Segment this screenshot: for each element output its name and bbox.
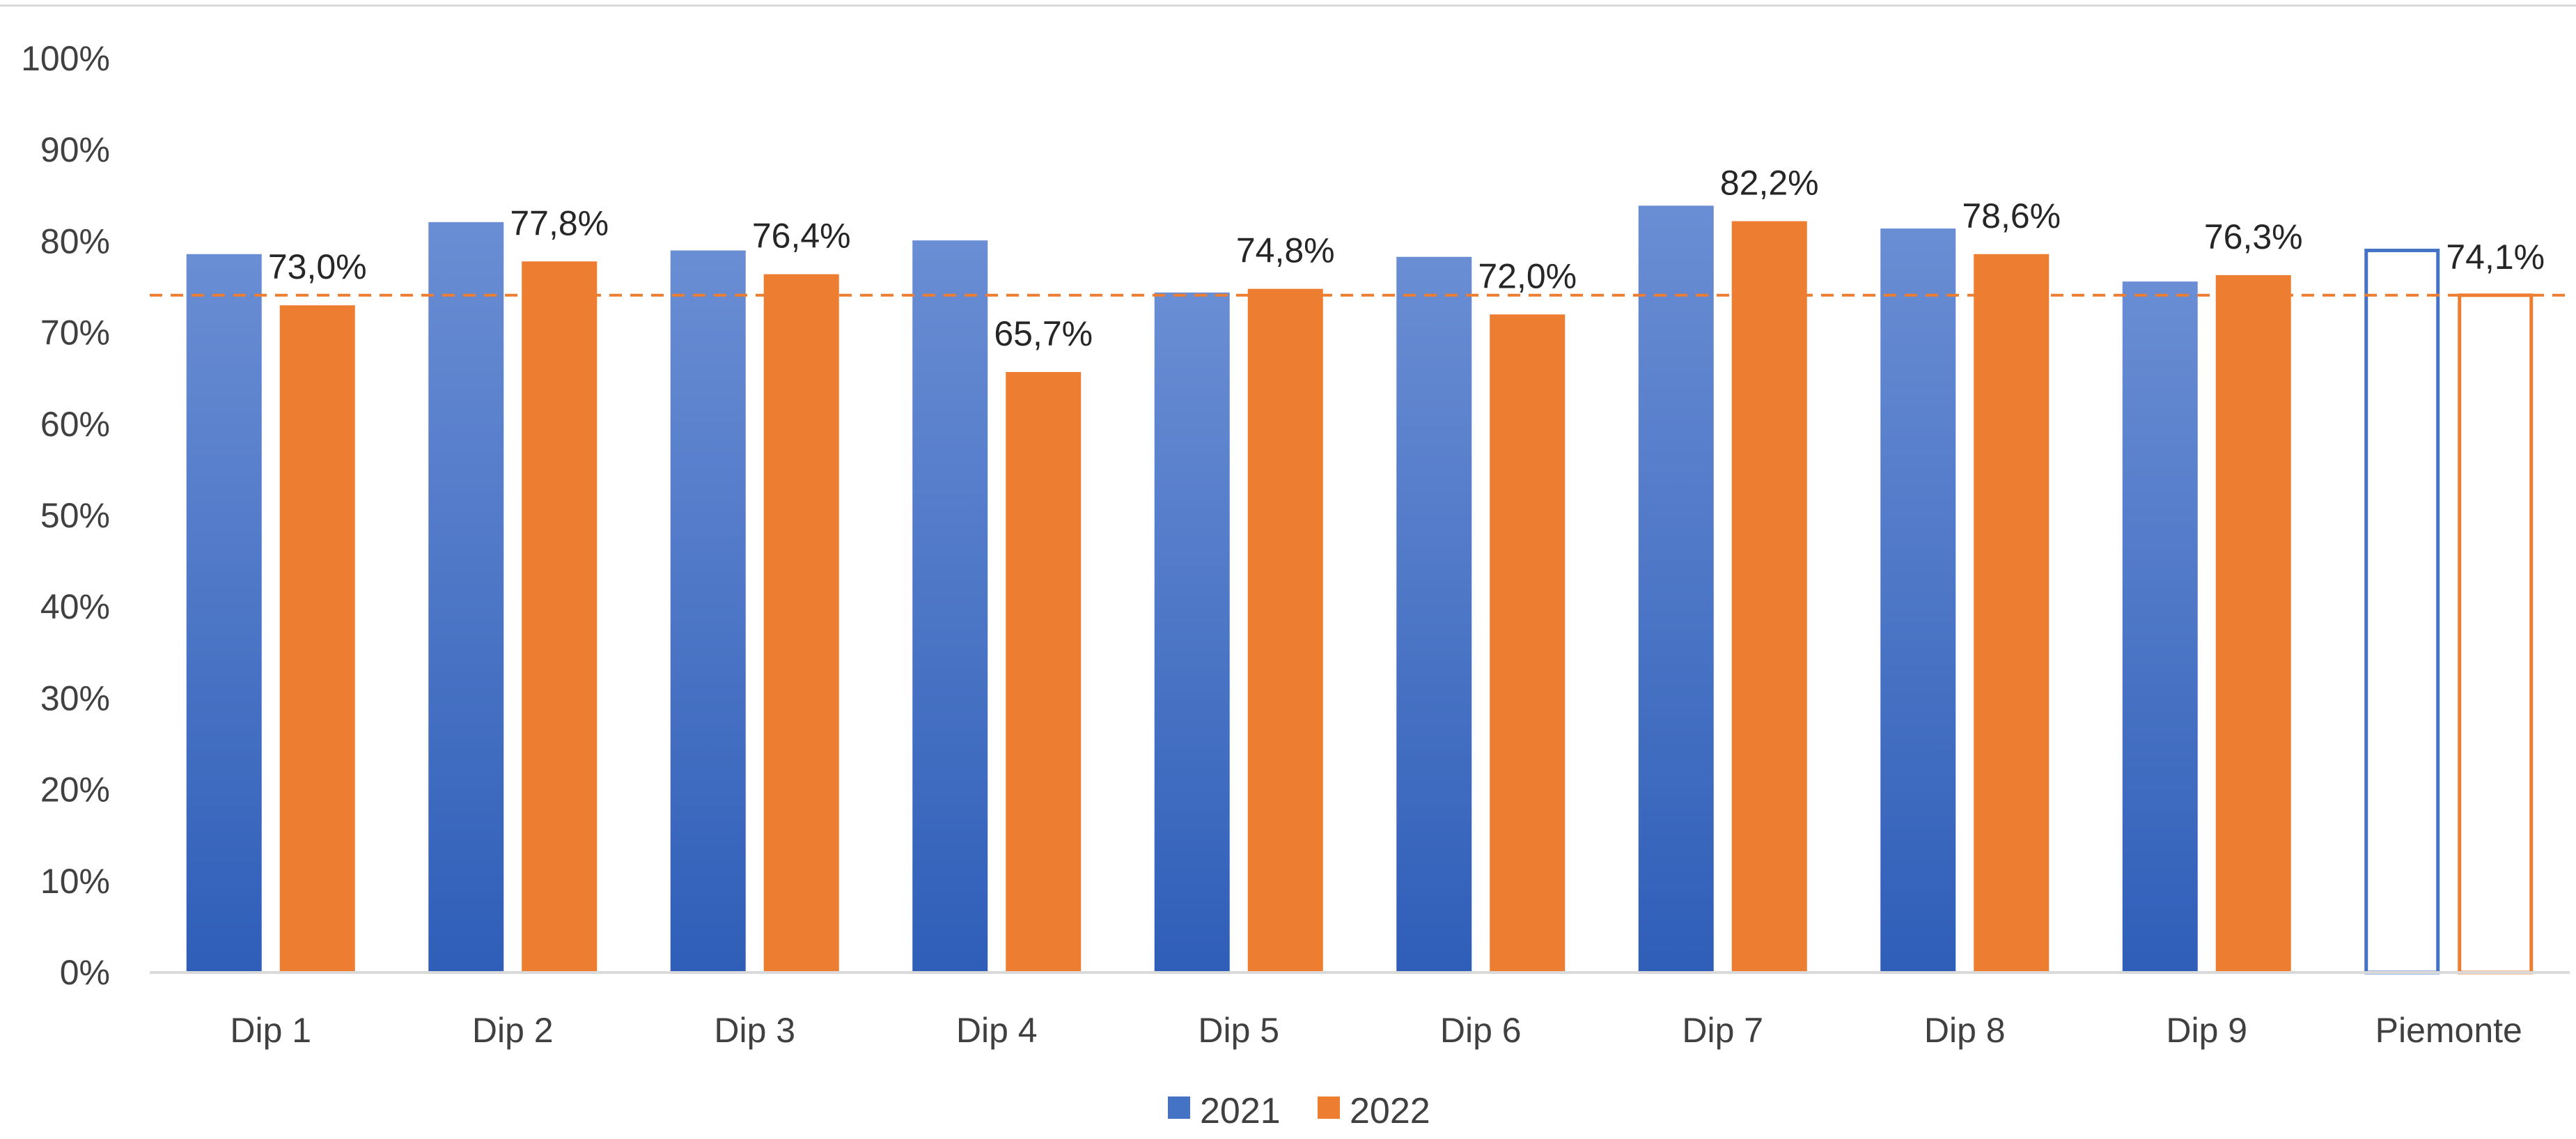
bar-2022 xyxy=(2460,295,2531,973)
bar-2021 xyxy=(1880,228,1956,973)
x-tick-label: Dip 1 xyxy=(230,1011,311,1050)
data-label: 78,6% xyxy=(1962,196,2061,235)
y-axis-ticks: 0% 10% 20% 30% 40% 50% 60% 70% 80% 90% 100% xyxy=(21,39,110,992)
y-tick-label: 70% xyxy=(40,313,110,352)
x-tick-label: Dip 6 xyxy=(1440,1011,1522,1050)
bar-2021 xyxy=(912,240,988,973)
bar-2021 xyxy=(2366,251,2438,973)
y-tick-label: 100% xyxy=(21,39,110,78)
x-axis-ticks: Dip 1 Dip 2 Dip 3 Dip 4 Dip 5 Dip 6 Dip 7 Dip 8… xyxy=(230,1011,2522,1050)
data-label: 76,3% xyxy=(2204,217,2303,256)
x-tick-label: Dip 5 xyxy=(1198,1011,1279,1050)
x-tick-label: Piemonte xyxy=(2375,1011,2522,1050)
data-label: 72,0% xyxy=(1478,256,1577,295)
bar-2022 xyxy=(2216,275,2291,973)
bar-2021 xyxy=(671,251,746,973)
bar-2021 xyxy=(428,222,504,973)
data-label: 73,0% xyxy=(268,247,367,286)
x-tick-label: Dip 8 xyxy=(1924,1011,2006,1050)
bar-2022 xyxy=(522,261,597,973)
bar-2022 xyxy=(1974,254,2049,973)
y-tick-label: 10% xyxy=(40,862,110,901)
legend-swatch-2021 xyxy=(1168,1097,1190,1119)
bar-2022 xyxy=(280,305,355,973)
data-label: 82,2% xyxy=(1720,164,1819,203)
bar-2021 xyxy=(1396,257,1472,973)
bar-2022 xyxy=(1248,289,1323,973)
bar-2022 xyxy=(1732,222,1807,973)
bars xyxy=(187,206,2531,973)
data-label: 74,1% xyxy=(2446,238,2545,277)
bar-2022 xyxy=(1006,372,1081,973)
x-tick-label: Dip 4 xyxy=(956,1011,1038,1050)
bar-2021 xyxy=(2123,281,2198,973)
data-label: 77,8% xyxy=(510,203,609,242)
y-tick-label: 60% xyxy=(40,405,110,444)
x-tick-label: Dip 9 xyxy=(2166,1011,2247,1050)
y-tick-label: 80% xyxy=(40,222,110,261)
y-tick-label: 20% xyxy=(40,770,110,809)
data-label: 76,4% xyxy=(752,217,851,256)
x-tick-label: Dip 2 xyxy=(472,1011,554,1050)
legend-label-2022: 2022 xyxy=(1350,1091,1430,1131)
y-tick-label: 40% xyxy=(40,587,110,626)
y-tick-label: 90% xyxy=(40,130,110,169)
data-label: 65,7% xyxy=(994,314,1093,353)
bar-2021 xyxy=(187,254,262,973)
y-tick-label: 0% xyxy=(60,953,110,992)
y-tick-label: 30% xyxy=(40,679,110,718)
bar-2021 xyxy=(1155,293,1230,973)
bar-2021 xyxy=(1639,206,1714,973)
bar-2022 xyxy=(764,274,839,973)
legend-swatch-2022 xyxy=(1318,1097,1340,1119)
legend: 2021 2022 xyxy=(1168,1091,1430,1131)
y-tick-label: 50% xyxy=(40,496,110,535)
bar-2022 xyxy=(1490,314,1565,973)
x-tick-label: Dip 3 xyxy=(714,1011,795,1050)
x-tick-label: Dip 7 xyxy=(1682,1011,1763,1050)
legend-label-2021: 2021 xyxy=(1200,1091,1281,1131)
data-label: 74,8% xyxy=(1236,231,1335,270)
